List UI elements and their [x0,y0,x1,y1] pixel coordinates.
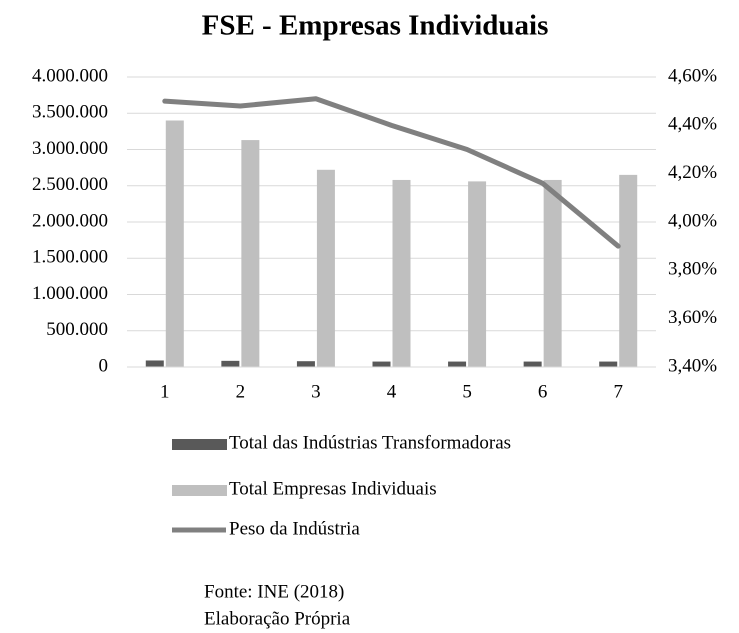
bar [316,169,335,367]
y2-tick-label: 4,20% [668,162,717,183]
x-tick-label: 2 [236,381,246,402]
y2-tick-label: 4,40% [668,114,717,135]
bar [599,361,618,367]
y-tick-label: 1.500.000 [32,247,108,268]
bar [468,181,487,367]
bar [372,361,391,367]
x-tick-label: 6 [538,381,548,402]
legend-marker [172,439,227,450]
bar [392,179,411,367]
y2-tick-label: 3,60% [668,307,717,328]
y-tick-label: 500.000 [46,319,108,340]
bar [523,361,542,367]
y2-tick-label: 3,40% [668,355,717,376]
y2-tick-label: 3,80% [668,259,717,280]
x-tick-label: 1 [160,381,170,402]
chart-title: FSE - Empresas Individuais [202,10,549,42]
y-tick-label: 4.000.000 [32,65,108,86]
bar [619,174,638,367]
y-tick-label: 0 [99,355,109,376]
y-tick-label: 1.000.000 [32,283,108,304]
legend-label: Total Empresas Individuais [229,478,437,499]
y2-tick-label: 4,00% [668,210,717,231]
bar [165,120,184,367]
line-series [162,96,621,249]
legend-label: Peso da Indústria [229,518,360,539]
y-tick-label: 3.500.000 [32,102,108,123]
legend-marker [172,485,227,496]
bar [221,360,240,367]
bar [296,361,315,367]
x-tick-label: 4 [387,381,397,402]
y-tick-label: 2.500.000 [32,174,108,195]
x-tick-label: 5 [462,381,472,402]
bar [543,179,562,367]
note: Fonte: INE (2018) [204,581,344,602]
x-tick-label: 3 [311,381,321,402]
y-tick-label: 3.000.000 [32,138,108,159]
bar [145,360,164,367]
bar [448,361,467,367]
x-tick-label: 7 [613,381,623,402]
y-tick-label: 2.000.000 [32,210,108,231]
note: Elaboração Própria [204,608,351,629]
bar [241,140,260,367]
legend-label: Total das Indústrias Transformadoras [229,432,511,453]
y2-tick-label: 4,60% [668,65,717,86]
